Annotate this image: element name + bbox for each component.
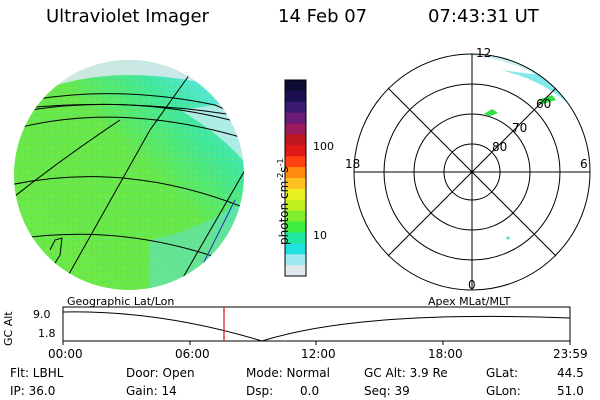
- glat-value: 44.5: [557, 366, 584, 380]
- timeline-tick-1200: 12:00: [301, 347, 336, 361]
- timeline-axis-label: GC Alt: [2, 311, 15, 346]
- earth-disk-image: [14, 60, 244, 290]
- lat-label-80: 80: [492, 140, 508, 154]
- colorbar-segment: [285, 221, 306, 233]
- mlt-label-18: 18: [345, 157, 361, 171]
- timeline-ymax: 9.0: [33, 308, 51, 321]
- colorbar-segment: [285, 80, 306, 92]
- glat-label: GLat:: [486, 366, 519, 380]
- gc-alt-readout: GC Alt: 3.9 Re: [364, 366, 448, 380]
- dsp-label: Dsp:: [246, 384, 274, 398]
- colorbar-segment: [285, 90, 306, 103]
- colorbar-tick-100: 100: [313, 140, 334, 153]
- glon-label: GLon:: [486, 384, 521, 398]
- colorbar-segment: [285, 123, 306, 135]
- timeline-tick-1800: 18:00: [428, 347, 463, 361]
- date-label: 14 Feb 07: [278, 6, 368, 27]
- timeline-tick-0000: 00:00: [48, 347, 83, 361]
- gain-readout: Gain: 14: [126, 384, 177, 398]
- colorbar-segment: [285, 178, 306, 190]
- ip-readout: IP: 36.0: [10, 384, 56, 398]
- altitude-timeline: [62, 306, 571, 345]
- colorbar-segment: [285, 167, 306, 179]
- app-title: Ultraviolet Imager: [46, 6, 209, 27]
- colorbar-segment: [285, 112, 306, 125]
- timeline-tick-0600: 06:00: [175, 347, 210, 361]
- colorbar-unit-label: photon cm-2s-1: [276, 158, 291, 245]
- colorbar-segment: [285, 243, 306, 255]
- colorbar-segment: [285, 134, 306, 146]
- mode-readout: Mode: Normal: [246, 366, 330, 380]
- colorbar-segment: [285, 156, 306, 168]
- mlt-label-0: 0: [468, 278, 476, 292]
- door-readout: Door: Open: [126, 366, 195, 380]
- filter-readout: Flt: LBHL: [10, 366, 64, 380]
- lat-label-60: 60: [536, 97, 552, 111]
- colorbar-segment: [285, 232, 306, 244]
- glon-value: 51.0: [557, 384, 584, 398]
- mlt-label-6: 6: [580, 157, 588, 171]
- colorbar-segment: [285, 101, 306, 114]
- time-label: 07:43:31 UT: [428, 6, 539, 27]
- colorbar-segment: [285, 145, 306, 157]
- colorbar-segment: [285, 265, 306, 277]
- seq-readout: Seq: 39: [364, 384, 410, 398]
- timeline-left-title: Geographic Lat/Lon: [67, 295, 175, 308]
- timeline-ymin: 1.8: [38, 327, 56, 340]
- mlt-label-12: 12: [476, 46, 492, 60]
- timeline-tick-2359: 23:59: [553, 347, 588, 361]
- colorbar-tick-10: 10: [313, 229, 327, 242]
- colorbar-segment: [285, 188, 306, 201]
- colorbar-segment: [285, 199, 306, 212]
- dsp-value: 0.0: [300, 384, 320, 398]
- lat-label-70: 70: [512, 121, 528, 135]
- colorbar: [285, 80, 306, 277]
- polar-plot: [353, 53, 591, 291]
- timeline-right-title: Apex MLat/MLT: [428, 295, 511, 308]
- colorbar-segment: [285, 254, 306, 266]
- colorbar-segment: [285, 210, 306, 223]
